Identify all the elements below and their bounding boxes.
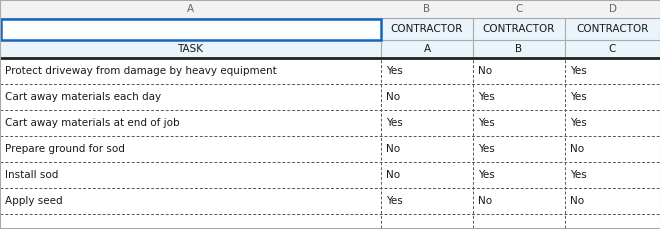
Text: Yes: Yes — [570, 66, 587, 76]
Text: Yes: Yes — [478, 170, 495, 180]
Text: Yes: Yes — [478, 118, 495, 128]
Text: CONTRACTOR: CONTRACTOR — [576, 24, 649, 34]
Bar — [0, 84, 660, 110]
Bar — [1, 19, 381, 39]
Bar — [0, 40, 660, 58]
Text: Yes: Yes — [570, 118, 587, 128]
Bar — [0, 188, 660, 214]
Bar — [0, 162, 660, 188]
Text: Apply seed: Apply seed — [5, 196, 63, 206]
Bar — [0, 18, 381, 40]
Bar — [0, 214, 660, 228]
Bar — [0, 18, 660, 40]
Bar — [0, 0, 660, 18]
Text: Cart away materials at end of job: Cart away materials at end of job — [5, 118, 180, 128]
Text: No: No — [386, 92, 400, 102]
Text: Yes: Yes — [478, 92, 495, 102]
Text: D: D — [609, 4, 616, 14]
Text: TASK: TASK — [178, 44, 203, 54]
Text: CONTRACTOR: CONTRACTOR — [483, 24, 555, 34]
Text: Yes: Yes — [570, 92, 587, 102]
Text: A: A — [424, 44, 430, 54]
Text: Yes: Yes — [386, 118, 403, 128]
Text: Yes: Yes — [386, 66, 403, 76]
Text: B: B — [424, 4, 430, 14]
Bar — [0, 110, 660, 136]
Bar — [0, 58, 660, 84]
Text: C: C — [609, 44, 616, 54]
Text: B: B — [515, 44, 523, 54]
Bar — [0, 136, 660, 162]
Text: CONTRACTOR: CONTRACTOR — [391, 24, 463, 34]
Text: No: No — [478, 66, 492, 76]
Text: Yes: Yes — [386, 196, 403, 206]
Text: Yes: Yes — [570, 170, 587, 180]
Text: C: C — [515, 4, 523, 14]
Text: Protect driveway from damage by heavy equipment: Protect driveway from damage by heavy eq… — [5, 66, 277, 76]
Text: No: No — [570, 196, 584, 206]
Text: A: A — [187, 4, 194, 14]
Text: No: No — [478, 196, 492, 206]
Text: Prepare ground for sod: Prepare ground for sod — [5, 144, 125, 154]
Text: Yes: Yes — [478, 144, 495, 154]
Text: Cart away materials each day: Cart away materials each day — [5, 92, 161, 102]
Text: Install sod: Install sod — [5, 170, 58, 180]
Text: No: No — [386, 170, 400, 180]
Text: No: No — [386, 144, 400, 154]
Text: No: No — [570, 144, 584, 154]
